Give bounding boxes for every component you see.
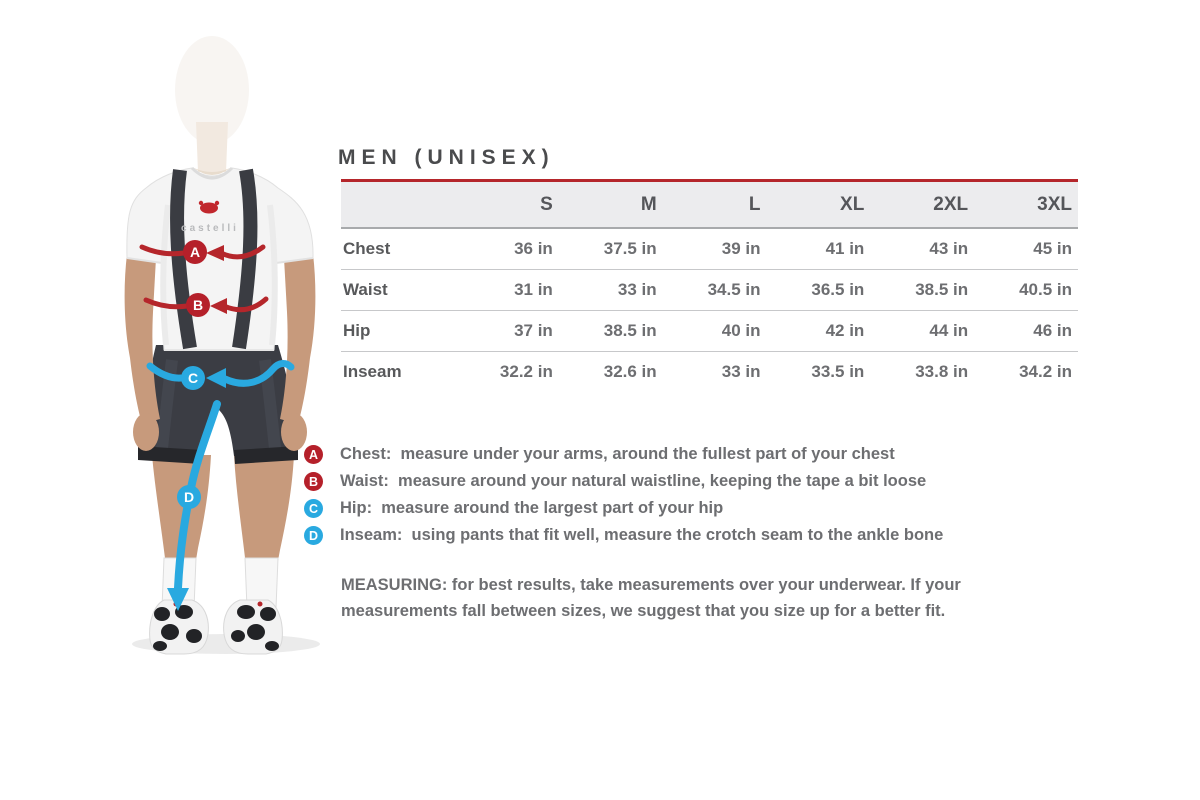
marker-c-badge: C (181, 366, 205, 390)
header-size-2xl: 2XL (870, 179, 975, 229)
cell-value: 44 in (870, 310, 975, 352)
marker-d-badge: D (177, 485, 201, 509)
cell-value: 36.5 in (766, 269, 871, 311)
waist-arrow (143, 296, 269, 314)
cell-value: 39 in (721, 239, 761, 258)
legend-text: Inseam: using pants that fit well, measu… (340, 526, 944, 544)
header-size-m: M (558, 179, 663, 229)
svg-text:A: A (190, 244, 200, 260)
cell-value: 40 in (662, 310, 767, 352)
chest-arrow (139, 244, 266, 261)
bib-shorts (138, 345, 298, 464)
legs (152, 455, 294, 566)
table-row-hip: Hip 37 in 38.5 in 40 in 42 in 44 in 46 i… (341, 310, 1078, 352)
cell-value: 37 in (455, 310, 559, 352)
table-header-row: S M L XL 2XL 3XL (341, 179, 1078, 229)
legend-item-chest: A Chest: measure under your arms, around… (304, 441, 943, 468)
cell-value: 45 in (1033, 239, 1072, 258)
header-empty-cell (341, 179, 455, 229)
cell-value: 34.2 in (974, 351, 1078, 392)
cell-value: 37.5 in (603, 239, 657, 258)
arms (124, 254, 316, 451)
legend-item-waist: B Waist: measure around your natural wai… (304, 468, 943, 495)
row-label: Inseam (341, 351, 455, 392)
cell-value: 33.5 in (766, 351, 871, 392)
model-figure: castelli (100, 0, 340, 660)
row-label: Waist (341, 269, 455, 311)
page-title: MEN (UNISEX) (338, 146, 555, 169)
cell-value: 41 in (825, 239, 865, 258)
header-size-xl: XL (766, 179, 871, 229)
header-size-3xl: 3XL (974, 179, 1078, 229)
legend-text: Hip: measure around the largest part of … (340, 499, 724, 517)
table-row-chest: Chest 36 in 37.5 in 39 in 41 in 43 in 45… (341, 228, 1078, 270)
row-label: Hip (341, 310, 455, 352)
shirt-brand-text: castelli (181, 223, 239, 234)
cell-value: 32.6 in (558, 351, 663, 392)
legend-b-badge-icon: B (304, 472, 323, 491)
castelli-logo-icon (198, 200, 220, 214)
svg-text:C: C (188, 370, 198, 386)
cell-value: 31 in (455, 269, 559, 311)
size-table: S M L XL 2XL 3XL Chest 36 in 37.5 in 39 … (341, 179, 1078, 392)
hip-arrow (146, 360, 295, 388)
cell-value: 33.8 in (870, 351, 975, 392)
legend-text: Waist: measure around your natural waist… (340, 472, 927, 490)
header-size-s: S (455, 179, 559, 229)
cell-value: 38.5 in (558, 310, 663, 352)
cell-value: 36 in (514, 239, 553, 258)
marker-b-badge: B (186, 293, 210, 317)
cell-value: 42 in (766, 310, 871, 352)
cell-value: 46 in (974, 310, 1078, 352)
svg-text:D: D (184, 489, 194, 505)
cell-value: 33 in (558, 269, 663, 311)
table-row-inseam: Inseam 32.2 in 32.6 in 33 in 33.5 in 33.… (341, 351, 1078, 392)
faded-head (175, 36, 249, 172)
legend-c-badge-icon: C (304, 499, 323, 518)
bib-straps (170, 168, 258, 350)
cell-value: 32.2 in (455, 351, 559, 392)
man-figure-svg: castelli (124, 36, 320, 655)
row-label: Chest (343, 239, 391, 258)
legend-d-badge-icon: D (304, 526, 323, 545)
table-row-waist: Waist 31 in 33 in 34.5 in 36.5 in 38.5 i… (341, 269, 1078, 311)
cell-value: 43 in (929, 239, 969, 258)
cell-value: 33 in (662, 351, 767, 392)
cell-value: 40.5 in (974, 269, 1078, 311)
measuring-note: MEASURING: for best results, take measur… (341, 576, 961, 620)
marker-a-badge: A (183, 240, 207, 264)
svg-text:B: B (193, 297, 203, 313)
legend-item-hip: C Hip: measure around the largest part o… (304, 495, 943, 522)
header-size-l: L (662, 179, 767, 229)
cell-value: 38.5 in (870, 269, 975, 311)
measurement-legend: A Chest: measure under your arms, around… (304, 441, 943, 549)
legend-item-inseam: D Inseam: using pants that fit well, mea… (304, 522, 943, 549)
legend-a-badge-icon: A (304, 445, 323, 464)
cell-value: 34.5 in (662, 269, 767, 311)
legend-text: Chest: measure under your arms, around t… (340, 445, 895, 463)
cycling-shoes (149, 599, 283, 655)
